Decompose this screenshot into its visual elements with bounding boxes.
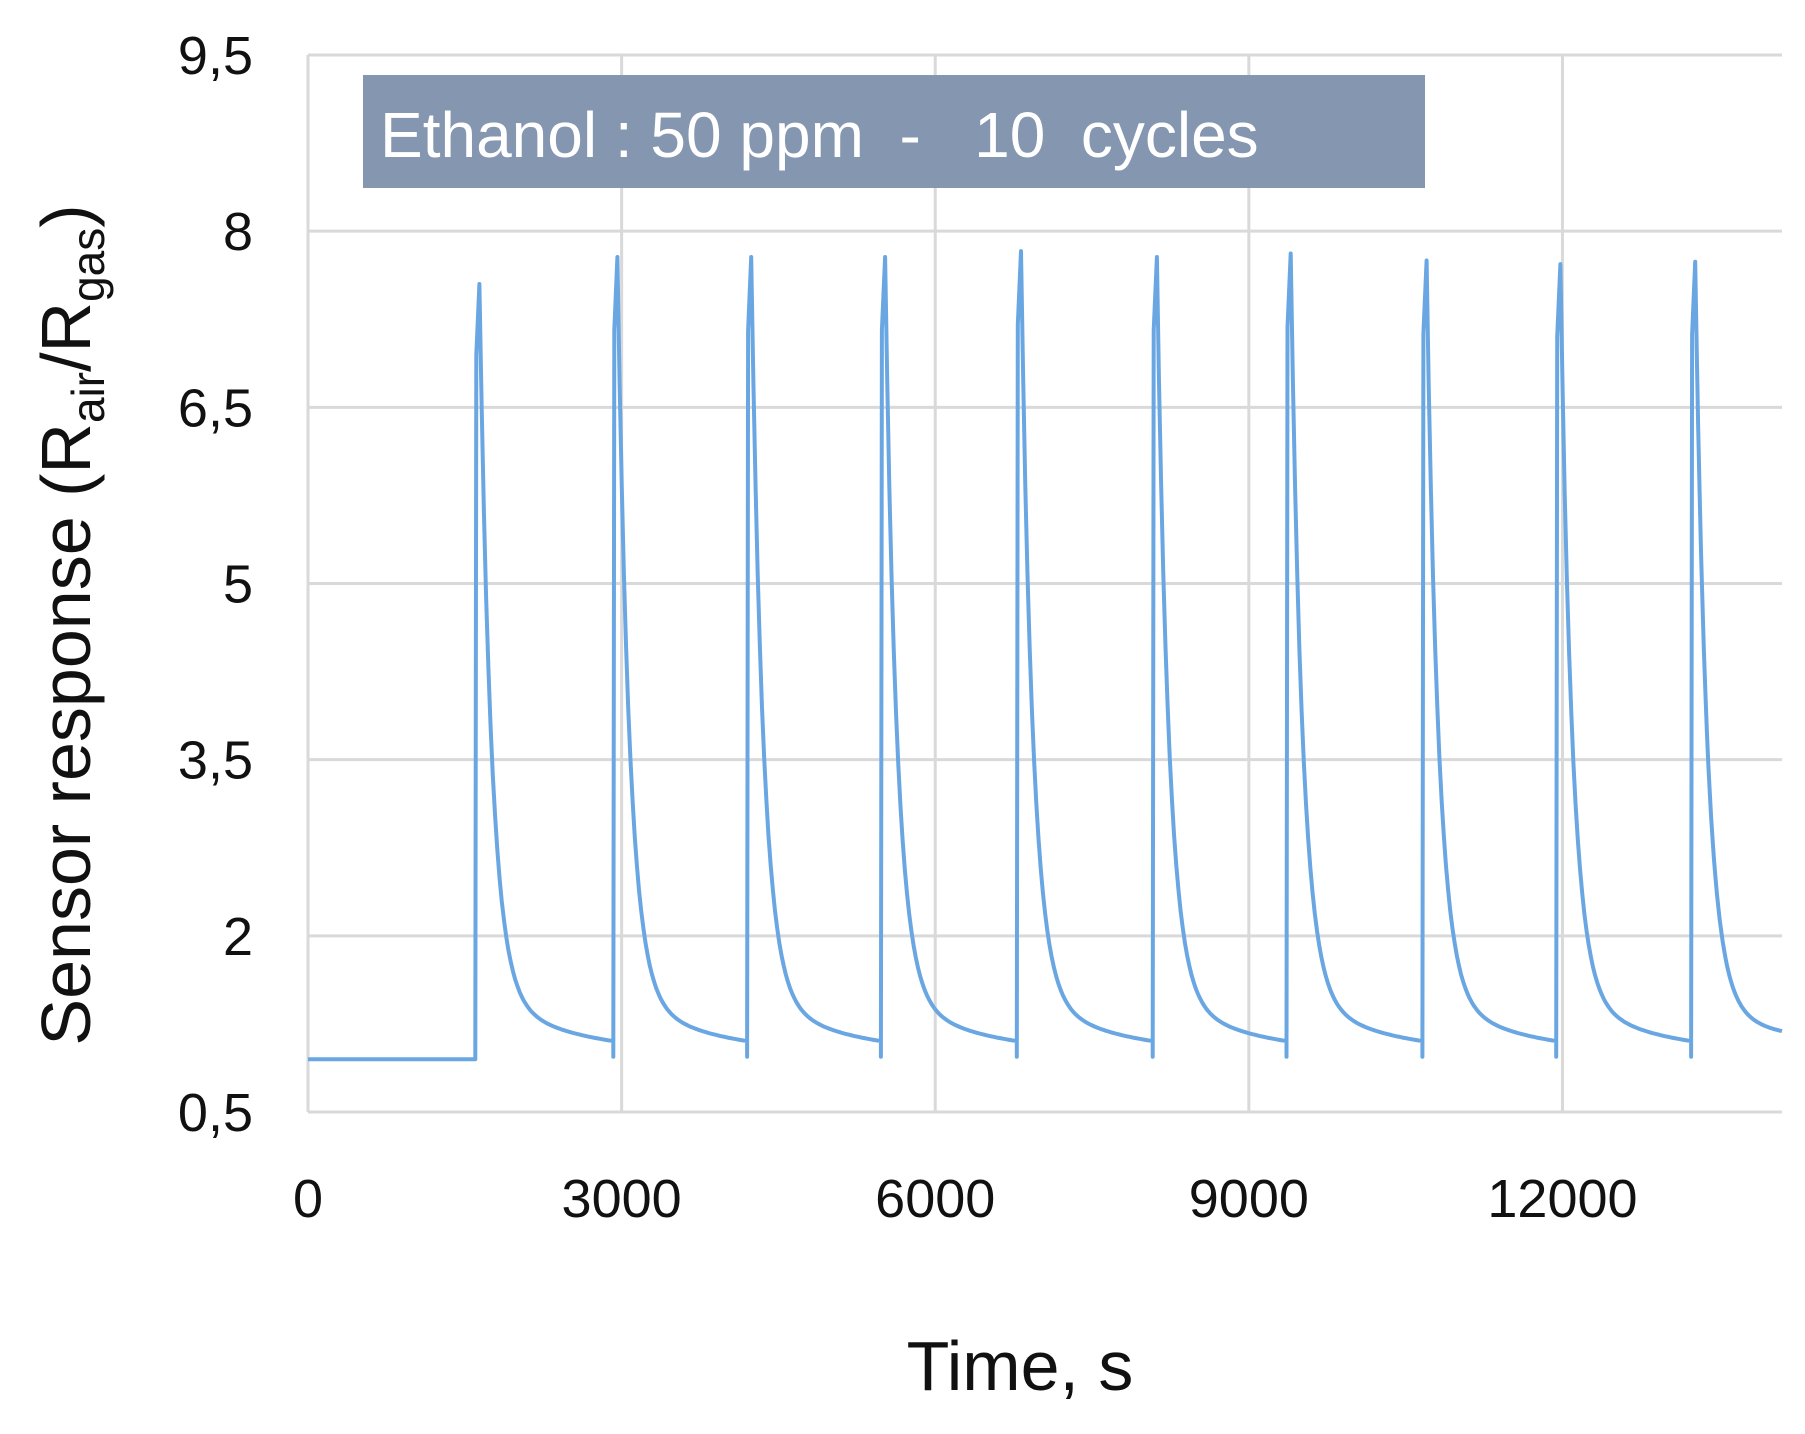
x-axis-ticks: 0 3000 6000 9000 12000 [293,1169,1638,1229]
x-tick-label: 3000 [562,1169,682,1229]
y-title-sub-air: air [62,372,114,423]
x-tick-label: 6000 [875,1169,995,1229]
y-title-mid: /R [27,302,105,372]
y-tick-label: 3,5 [178,731,253,791]
y-tick-label: 9,5 [178,26,253,86]
x-tick-label: 9000 [1189,1169,1309,1229]
y-tick-label: 5 [223,555,253,615]
y-tick-label: 6,5 [178,378,253,438]
series-line-ethanol [308,249,1783,1062]
annotation-box [363,75,1425,188]
y-tick-label: 2 [223,907,253,967]
annotation-label: Ethanol : 50 ppm - 10 cycles [380,99,1259,171]
y-axis-title: Sensor response (Rair/Rgas) [27,204,114,1045]
y-title-end: ) [27,204,105,227]
y-title-main: Sensor response (R [27,423,105,1046]
y-axis-ticks: 0,5 2 3,5 5 6,5 8 9,5 [178,26,253,1143]
y-title-sub-gas: gas [62,228,114,302]
grid [308,53,1782,1112]
y-tick-label: 0,5 [178,1083,253,1143]
x-axis-title: Time, s [907,1327,1134,1405]
x-tick-label: 0 [293,1169,323,1229]
y-tick-label: 8 [223,202,253,262]
x-tick-label: 12000 [1487,1169,1637,1229]
